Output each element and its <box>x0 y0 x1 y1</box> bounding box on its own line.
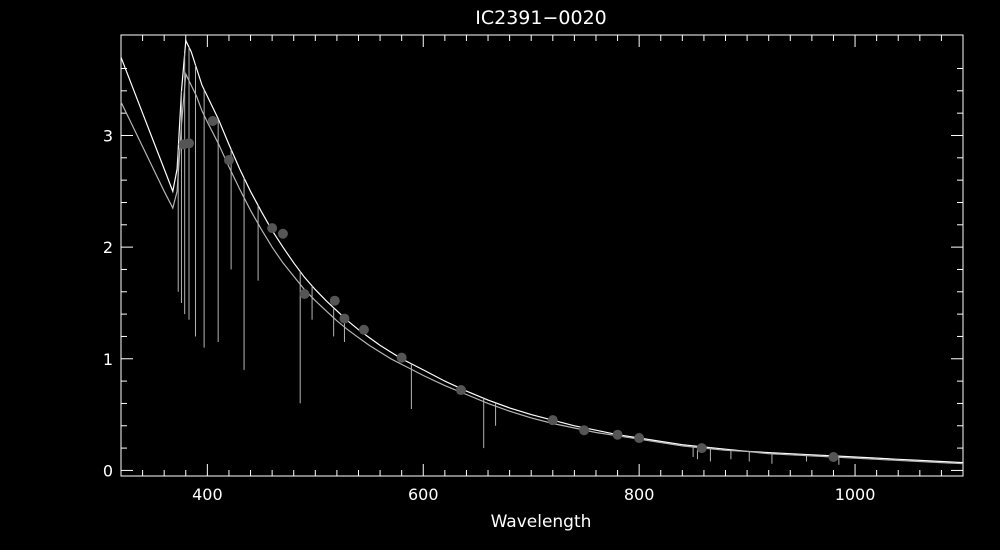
y-tick-label: 0 <box>103 461 113 480</box>
chart-title: IC2391−0020 <box>475 7 607 29</box>
spectrum-line-1 <box>120 38 964 464</box>
data-point <box>612 429 623 440</box>
data-point <box>396 352 407 363</box>
y-tick-label: 3 <box>103 126 113 145</box>
y-tick-label: 1 <box>103 350 113 369</box>
y-tick-label: 2 <box>103 238 113 257</box>
data-point <box>634 433 645 444</box>
data-point <box>184 138 195 149</box>
x-tick-label: 800 <box>624 485 655 504</box>
plot-area <box>120 38 964 465</box>
data-point <box>547 415 558 426</box>
data-point <box>828 452 839 463</box>
x-tick-label: 400 <box>192 485 223 504</box>
data-point <box>358 324 369 335</box>
data-point <box>207 115 218 126</box>
x-tick-label: 600 <box>408 485 439 504</box>
data-point <box>329 295 340 306</box>
data-point <box>223 155 234 166</box>
data-point <box>456 385 467 396</box>
axis-ticks <box>121 35 964 476</box>
data-point <box>579 425 590 436</box>
x-tick-label: 1000 <box>835 485 876 504</box>
x-axis-label: Wavelength <box>491 512 592 532</box>
spectrum-line-2 <box>120 71 964 465</box>
data-point <box>696 443 707 454</box>
plot-frame <box>120 34 964 477</box>
data-point <box>299 289 310 300</box>
data-point <box>277 228 288 239</box>
data-point <box>267 223 278 234</box>
data-point <box>339 313 350 324</box>
y-tick-labels: 0 1 2 3 <box>103 126 113 480</box>
x-tick-labels: 400 600 800 1000 <box>192 485 875 504</box>
